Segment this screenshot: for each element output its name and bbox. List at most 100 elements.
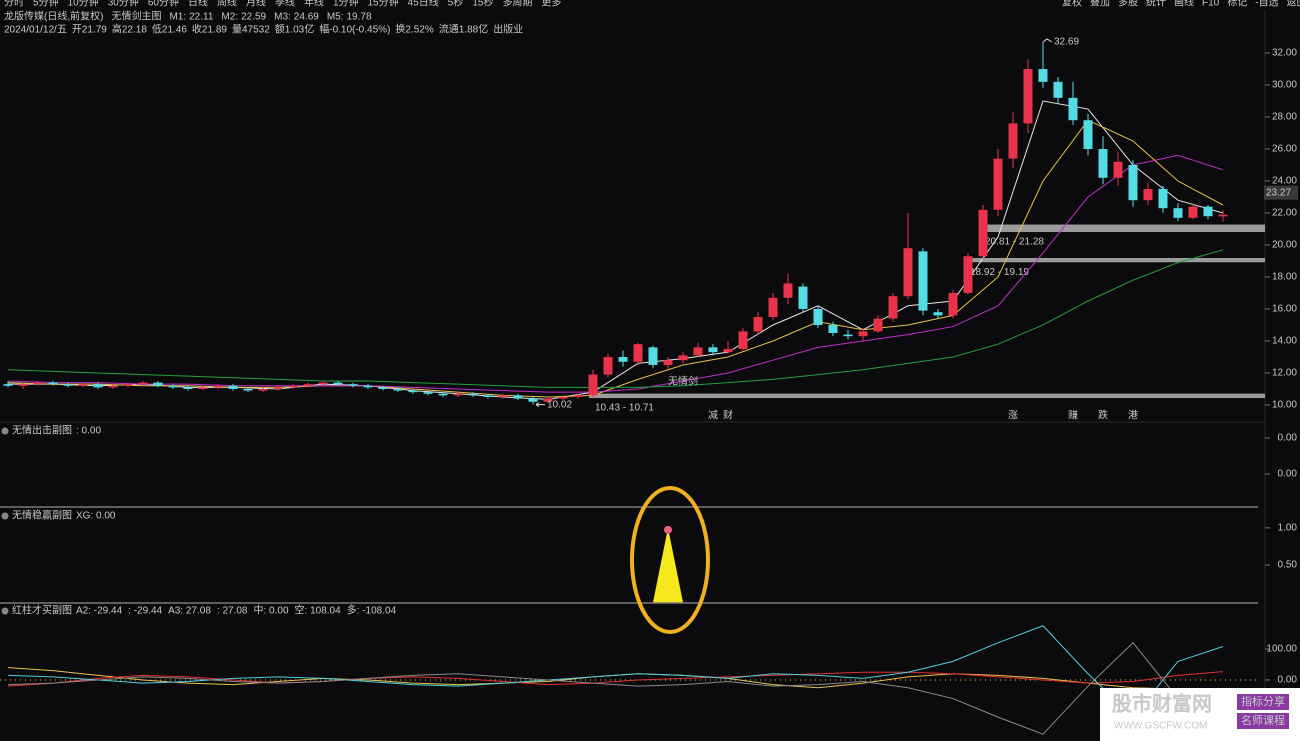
- toolbar-item[interactable]: 复权: [1062, 0, 1082, 9]
- signal-label: 赚: [1068, 409, 1078, 422]
- candle-body: [1173, 208, 1183, 218]
- toolbar-item[interactable]: 多周期: [502, 0, 532, 9]
- toolbar-item[interactable]: 画线: [1174, 0, 1194, 9]
- support-zone: [589, 393, 1265, 399]
- quote-item: 2024/01/12/五: [4, 25, 67, 36]
- signal-spike: [653, 527, 683, 603]
- y-tick-label: 1.00: [1278, 522, 1298, 533]
- candle-body: [948, 292, 958, 316]
- signal-label: 涨: [1008, 410, 1018, 422]
- toolbar-item[interactable]: 返回: [1287, 0, 1300, 9]
- candle-body: [1188, 206, 1198, 218]
- candle-body: [903, 248, 913, 297]
- candle-body: [888, 296, 898, 319]
- panel-legend: : -29.44: [128, 606, 162, 617]
- candle-body: [483, 395, 493, 397]
- candle-body: [1008, 123, 1018, 159]
- candle-body: [198, 387, 208, 389]
- legend-value: 22.11: [189, 12, 214, 23]
- panel-title: 无情出击副图: [12, 424, 72, 437]
- watermark-url: WWW.GSCFW.COM: [1114, 721, 1207, 732]
- toolbar-item[interactable]: 15秒: [472, 0, 493, 9]
- toolbar-item[interactable]: 周线: [217, 0, 237, 9]
- candle-body: [1203, 206, 1213, 217]
- toolbar-item[interactable]: 10分钟: [68, 0, 99, 9]
- panel-icon: [1, 607, 9, 615]
- candle-body: [1083, 120, 1093, 150]
- y-tick-label: 10.00: [1272, 400, 1297, 411]
- price-tag: 23.27: [1266, 187, 1291, 198]
- legend-name: M2:: [221, 12, 238, 23]
- candle-body: [138, 382, 148, 385]
- quote-item: 高22.18: [112, 23, 147, 36]
- toolbar-item[interactable]: 季线: [275, 0, 295, 9]
- candle-body: [528, 398, 538, 402]
- panel-legend: : 27.08: [217, 606, 248, 617]
- toolbar-item[interactable]: 日线: [188, 0, 208, 9]
- price-tag-box: [1264, 185, 1298, 200]
- candle-body: [1113, 161, 1123, 178]
- toolbar-item[interactable]: -自选: [1255, 0, 1278, 9]
- toolbar-item[interactable]: 月线: [246, 0, 266, 9]
- legend-name: M1:: [169, 12, 186, 23]
- candle-body: [48, 382, 58, 385]
- y-tick-label: 28.00: [1272, 112, 1297, 123]
- candle-body: [213, 385, 223, 388]
- candle-body: [228, 385, 238, 389]
- candle-body: [258, 388, 268, 391]
- panel-legend: 多: -108.04: [347, 604, 397, 617]
- y-tick-label: 14.00: [1272, 336, 1297, 347]
- candle-body: [753, 316, 763, 332]
- y-tick-label: 100.00: [1266, 644, 1297, 655]
- candle-body: [78, 384, 88, 386]
- panel-title: 红柱才买副图: [12, 604, 72, 617]
- candle-body: [573, 395, 583, 397]
- panel-legend: A2: -29.44: [76, 606, 123, 617]
- candle-body: [153, 382, 163, 386]
- candle-body: [498, 395, 508, 397]
- candle-body: [453, 393, 463, 396]
- toolbar-item[interactable]: 多股: [1118, 0, 1138, 9]
- toolbar-item[interactable]: 5秒: [448, 0, 464, 9]
- toolbar-item[interactable]: 1分钟: [333, 0, 359, 9]
- watermark-badge-box: [1237, 713, 1289, 729]
- candle-body: [183, 387, 193, 389]
- peak-marker: [1042, 38, 1053, 43]
- candle-body: [33, 382, 43, 385]
- toolbar-item[interactable]: 更多: [541, 0, 561, 9]
- y-tick-label: 24.00: [1272, 176, 1297, 187]
- candle-body: [408, 390, 418, 393]
- candle-body: [798, 286, 808, 309]
- support-zone: [964, 257, 1265, 263]
- quote-item: 开21.79: [72, 25, 107, 36]
- moving-average: [7, 249, 1224, 388]
- toolbar-item[interactable]: 30分钟: [108, 0, 139, 9]
- zone-label: 10.43 - 10.71: [595, 403, 654, 414]
- toolbar-item[interactable]: F10: [1202, 0, 1220, 9]
- panel-legend: 中: 0.00: [253, 604, 288, 617]
- legend-value: 24.69: [294, 12, 319, 23]
- signal-label: 财: [723, 409, 733, 422]
- toolbar-item[interactable]: 60分钟: [148, 0, 179, 9]
- toolbar-item[interactable]: 5分钟: [33, 0, 59, 9]
- quote-item: 收21.89: [192, 23, 227, 36]
- quote-item: 量47532: [232, 24, 270, 36]
- toolbar-item[interactable]: 叠加: [1090, 0, 1110, 9]
- toolbar-item[interactable]: 标记: [1227, 0, 1247, 9]
- toolbar-item[interactable]: 15分钟: [368, 0, 399, 9]
- signal-label: 港: [1128, 410, 1138, 422]
- candle-body: [438, 393, 448, 396]
- toolbar-item[interactable]: 分时: [4, 0, 24, 9]
- candle-body: [1218, 214, 1228, 217]
- candle-body: [1128, 165, 1138, 201]
- toolbar-item[interactable]: 年线: [304, 0, 324, 9]
- toolbar-item[interactable]: 45日线: [408, 0, 439, 9]
- candle-body: [663, 360, 673, 365]
- panel-legend: : 0.00: [76, 426, 101, 437]
- candle-body: [288, 385, 298, 388]
- watermark-badge: 指标分享: [1241, 694, 1285, 708]
- candle-body: [1158, 189, 1168, 209]
- toolbar-item[interactable]: 统计: [1146, 0, 1166, 9]
